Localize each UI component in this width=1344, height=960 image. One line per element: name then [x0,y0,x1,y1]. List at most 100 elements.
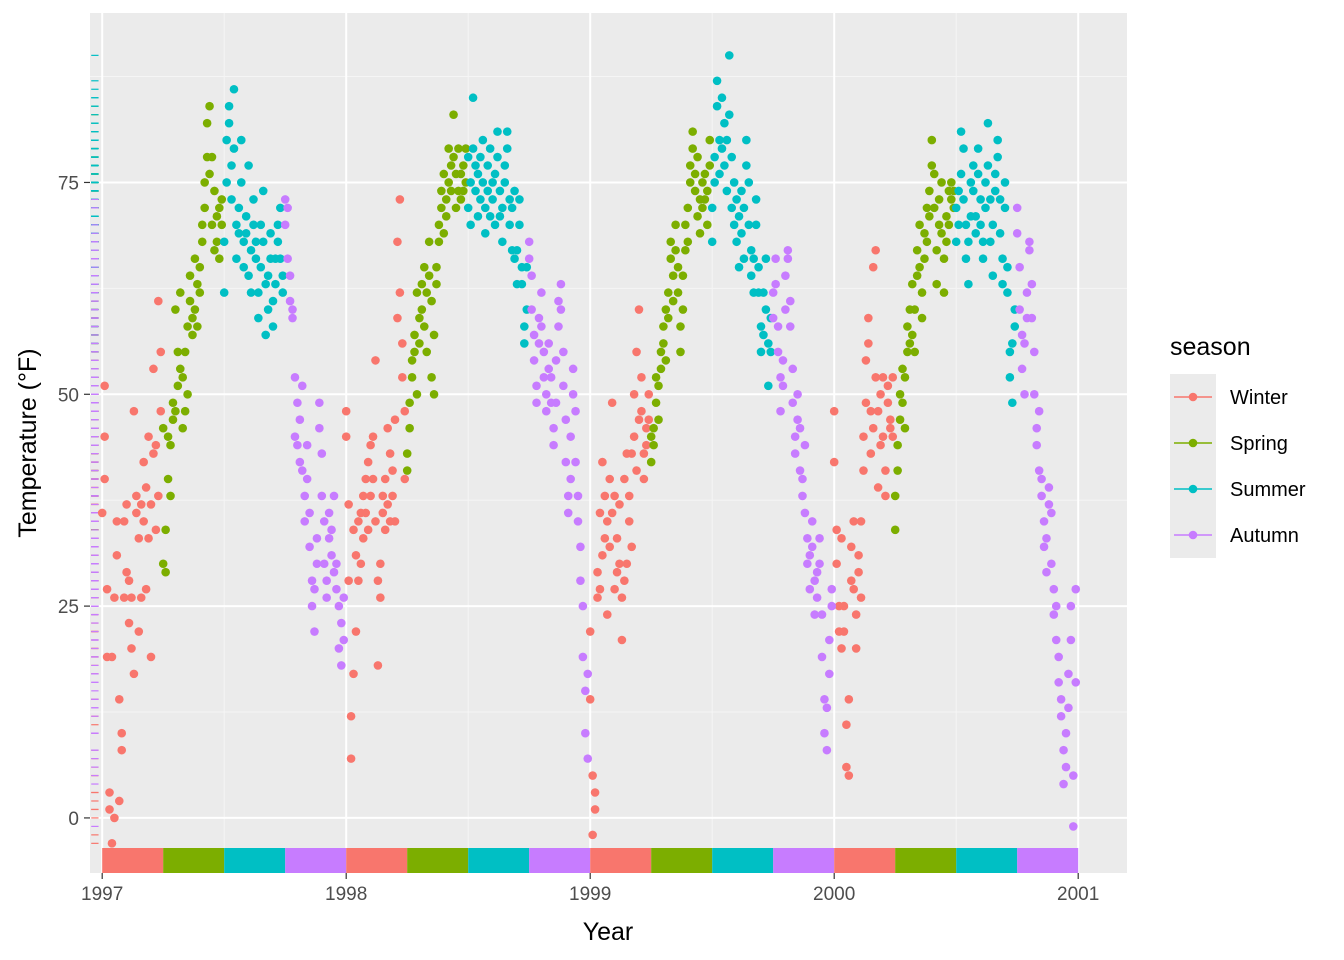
season-band-segment-autumn [285,848,347,873]
point-winter [117,728,127,738]
point-summer [485,212,495,221]
point-summer [971,212,981,221]
point-winter [639,449,649,458]
point-spring [700,195,710,204]
point-autumn [817,652,827,662]
point-spring [683,203,693,213]
point-spring [920,228,929,238]
point-spring [907,330,917,340]
point-winter [341,406,351,416]
point-winter [864,339,873,348]
point-autumn [1039,517,1049,526]
point-autumn [820,728,829,738]
point-spring [947,195,956,204]
point-spring [676,347,685,357]
point-winter [141,584,151,594]
point-autumn [1051,601,1061,611]
point-autumn [776,406,785,416]
point-spring [202,118,212,128]
point-summer [966,178,976,187]
point-spring [207,152,217,162]
point-autumn [773,347,783,357]
point-winter [117,745,127,755]
point-autumn [788,398,798,408]
season-band-segment-spring [895,848,957,873]
point-autumn [568,364,578,374]
point-winter [132,491,141,501]
point-autumn [803,559,812,569]
point-summer [968,161,978,170]
point-spring [405,423,414,433]
point-autumn [1017,330,1027,340]
point-spring [446,186,456,196]
point-autumn [283,254,292,264]
point-autumn [297,381,307,391]
point-spring [927,161,937,170]
point-spring [688,127,697,136]
point-spring [703,220,712,230]
point-winter [390,517,400,526]
point-summer [951,237,961,247]
point-winter [400,474,410,484]
point-winter [102,584,112,594]
point-winter [395,288,405,297]
point-autumn [283,203,292,213]
point-summer [468,144,478,153]
point-spring [693,212,702,221]
point-summer [749,254,758,264]
point-spring [441,195,451,204]
point-autumn [290,373,300,382]
point-autumn [546,373,556,382]
point-winter [398,339,407,348]
point-autumn [551,356,561,365]
point-summer [273,220,283,230]
point-winter [866,449,876,458]
point-spring [183,322,192,331]
point-spring [197,237,207,247]
point-winter [829,406,839,416]
point-summer [502,144,512,153]
season-band-segment-spring [163,848,225,873]
point-summer [1010,322,1020,331]
point-summer [505,220,514,230]
point-summer [256,220,266,230]
point-autumn [1056,695,1066,704]
point-summer [258,186,268,196]
y-axis: 0 25 50 75 [58,173,90,830]
point-winter [856,517,866,526]
point-spring [210,186,219,196]
point-summer [510,254,519,264]
point-autumn [825,635,834,645]
point-spring [676,322,685,331]
point-summer [505,195,514,204]
point-summer [729,178,739,187]
point-summer [517,279,527,289]
season-band-segment-summer [956,848,1018,873]
point-summer [478,178,488,187]
point-spring [207,220,217,230]
point-spring [646,432,656,441]
point-autumn [539,347,549,357]
point-summer [751,195,761,204]
point-winter [588,771,597,780]
point-autumn [315,423,324,433]
point-spring [178,423,188,433]
point-autumn [1015,305,1024,314]
point-summer [500,178,510,187]
point-spring [703,186,712,196]
point-summer [246,245,256,255]
point-winter [366,491,375,501]
point-autumn [280,220,290,230]
point-autumn [1025,237,1034,247]
point-spring [678,271,688,280]
point-spring [900,423,910,433]
point-spring [173,381,183,391]
point-winter [341,432,351,441]
point-spring [410,347,419,357]
point-winter [156,406,166,416]
point-winter [97,508,107,518]
point-summer [976,195,985,204]
point-spring [434,220,444,230]
point-spring [893,466,902,475]
point-autumn [1061,762,1071,772]
